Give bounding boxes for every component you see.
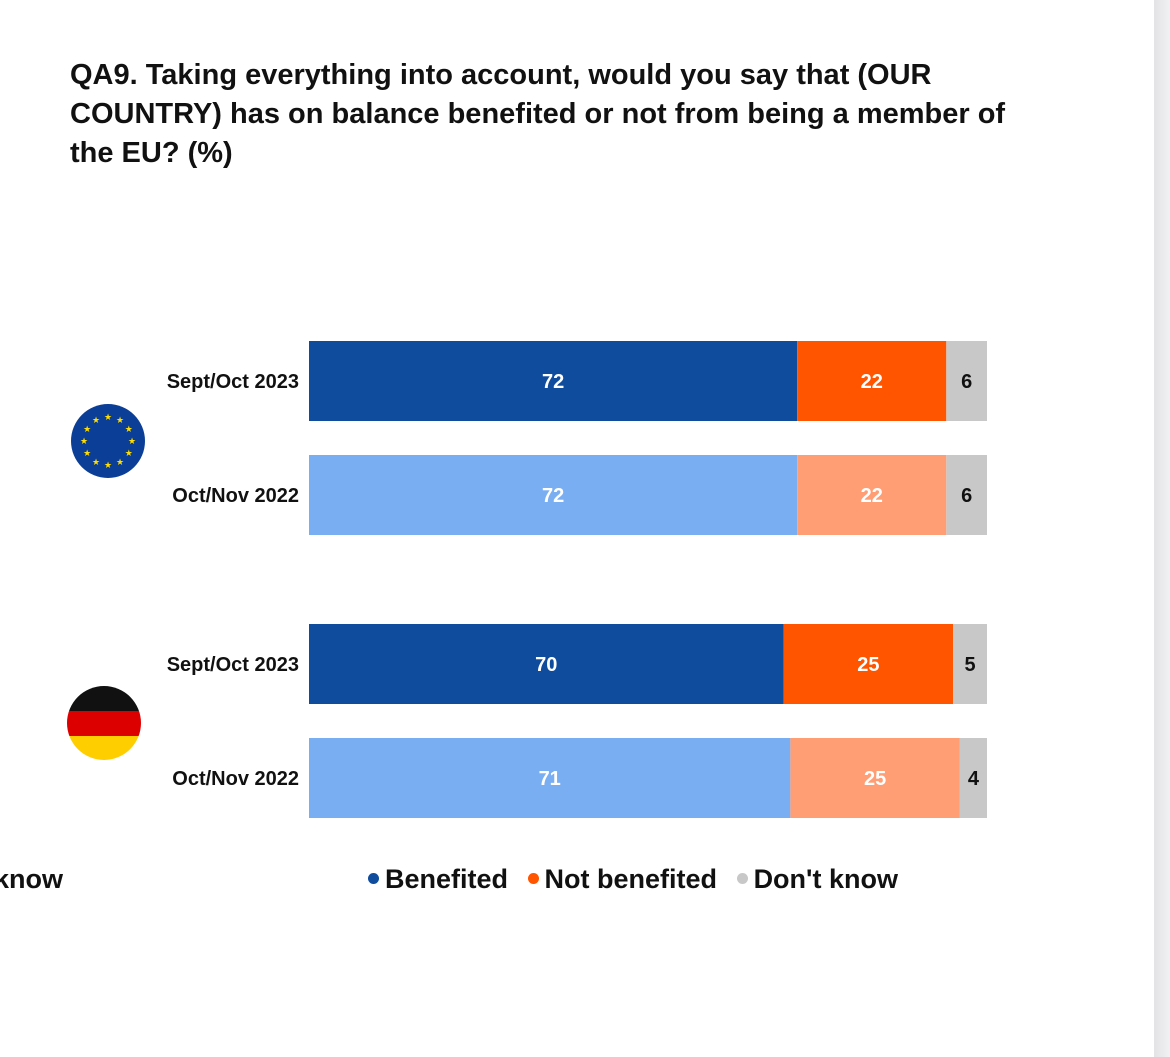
dont-know-dot-icon xyxy=(736,873,748,885)
eu-star-icon: ★ xyxy=(125,425,133,435)
eu-star-icon: ★ xyxy=(92,416,100,426)
bar-segment-not-benefited xyxy=(783,624,954,704)
legend-item-benefited: Benefited xyxy=(368,864,508,895)
bar-segment-benefited xyxy=(309,455,798,535)
legend-label: Benefited xyxy=(385,864,509,894)
bar-segment-benefited xyxy=(309,624,784,704)
row-label: Oct/Nov 2022 xyxy=(172,485,299,507)
eu-star-icon: ★ xyxy=(104,413,112,423)
bar-segment-dont-know xyxy=(946,455,987,535)
bar-segment-dont-know xyxy=(946,341,987,421)
cropped-legend-fragment: know xyxy=(0,864,64,894)
bar-segment-not-benefited xyxy=(797,341,947,421)
bar-row: Sept/Oct 2023 72 22 6 xyxy=(167,341,987,421)
eu-star-icon: ★ xyxy=(83,425,91,435)
bar-segment-not-benefited xyxy=(797,455,947,535)
legend-item-dont-know: Don't know xyxy=(736,864,898,895)
bar-value-label: 22 xyxy=(861,485,883,507)
bar-value-label: 72 xyxy=(542,371,564,393)
bar-segment-dont-know xyxy=(953,624,987,704)
bar-row: Sept/Oct 2023 70 25 5 xyxy=(167,624,987,704)
bar-row: Oct/Nov 2022 72 22 6 xyxy=(172,455,987,535)
eu-star-icon: ★ xyxy=(128,437,136,447)
bar-value-label: 72 xyxy=(542,485,564,507)
legend-item-not-benefited: Not benefited xyxy=(527,864,718,895)
eu-star-icon: ★ xyxy=(125,449,133,459)
bar-segment-not-benefited xyxy=(790,738,960,818)
bar-segment-dont-know xyxy=(959,738,987,818)
bar-value-label: 6 xyxy=(961,371,972,393)
chart-legend: Benefited Not benefited Don't know xyxy=(368,864,910,895)
eu-star-icon: ★ xyxy=(116,458,124,468)
legend-label: Not benefited xyxy=(544,864,718,894)
bar-value-label: 25 xyxy=(857,654,879,676)
eu-flag-icon: ★ ★★★★★★★★★★★ xyxy=(71,404,145,478)
bar-value-label: 71 xyxy=(539,768,561,790)
germany-flag-icon xyxy=(67,686,141,760)
eu-star-icon: ★ xyxy=(83,449,91,459)
chart-title: QA9. Taking everything into account, wou… xyxy=(70,59,1006,169)
eu-star-icon: ★ xyxy=(104,461,112,471)
bar-segment-benefited xyxy=(309,341,798,421)
eu-star-icon: ★ xyxy=(92,458,100,468)
window-edge xyxy=(1154,0,1170,1057)
row-label: Sept/Oct 2023 xyxy=(167,371,299,393)
bar-value-label: 5 xyxy=(964,654,975,676)
eu-star-icon: ★ xyxy=(116,416,124,426)
benefited-dot-icon xyxy=(368,873,379,885)
bar-value-label: 22 xyxy=(861,371,883,393)
not-benefited-dot-icon xyxy=(527,873,539,885)
bar-value-label: 4 xyxy=(968,768,980,790)
bar-value-label: 70 xyxy=(535,654,557,676)
bar-segment-benefited xyxy=(309,738,791,818)
bar-row: Oct/Nov 2022 71 25 4 xyxy=(172,738,987,818)
bar-value-label: 6 xyxy=(961,485,972,507)
row-label: Sept/Oct 2023 xyxy=(167,654,299,676)
bar-value-label: 25 xyxy=(864,768,886,790)
eu-star-icon: ★ xyxy=(80,437,88,447)
row-label: Oct/Nov 2022 xyxy=(172,768,299,790)
legend-label: Don't know xyxy=(753,864,898,894)
